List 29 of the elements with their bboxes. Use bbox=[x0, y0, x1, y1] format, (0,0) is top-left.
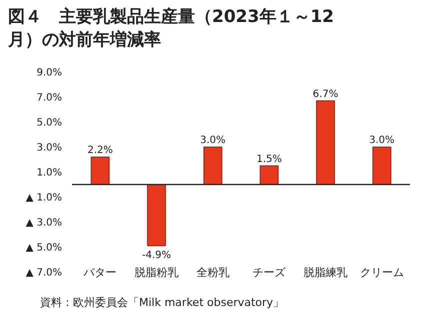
data-label: 1.5% bbox=[256, 154, 282, 165]
bar bbox=[147, 184, 166, 246]
y-tick-label: 5.0% bbox=[36, 118, 62, 128]
bar bbox=[90, 156, 110, 185]
chart-title: 図４ 主要乳製品生産量（2023年１～12月）の対前年増減率 bbox=[7, 7, 334, 50]
x-tick-label: 全粉乳 bbox=[196, 266, 230, 279]
bar bbox=[372, 146, 392, 185]
x-tick-label: チーズ bbox=[252, 266, 287, 279]
y-tick-label: ▲ 1.0% bbox=[26, 192, 62, 204]
y-tick-label: 1.0% bbox=[36, 168, 62, 178]
text: 資料：欧州委員会「Milk market observatory」 bbox=[40, 296, 284, 309]
x-tick-label: バター bbox=[82, 266, 117, 279]
data-label: -4.9% bbox=[142, 250, 172, 261]
bar bbox=[316, 100, 335, 185]
y-tick-label: ▲ 3.0% bbox=[26, 218, 62, 228]
data-label: 3.0% bbox=[200, 135, 226, 146]
x-tick-label: 脱脂粉乳 bbox=[134, 266, 178, 279]
y-tick-label: ▲ 7.0% bbox=[26, 268, 62, 278]
y-tick-label: 3.0% bbox=[36, 142, 62, 154]
data-label: 2.2% bbox=[87, 145, 113, 156]
x-tick-label: クリーム bbox=[360, 266, 404, 279]
y-tick-label: 7.0% bbox=[36, 92, 62, 104]
y-tick-label: 9.0% bbox=[36, 68, 62, 78]
bar bbox=[260, 165, 279, 185]
x-tick-label: 脱脂練乳 bbox=[304, 266, 348, 279]
data-label: 3.0% bbox=[369, 135, 395, 146]
bar bbox=[203, 146, 222, 185]
y-tick-label: ▲ 5.0% bbox=[26, 242, 62, 254]
data-label: 6.7% bbox=[312, 88, 338, 100]
